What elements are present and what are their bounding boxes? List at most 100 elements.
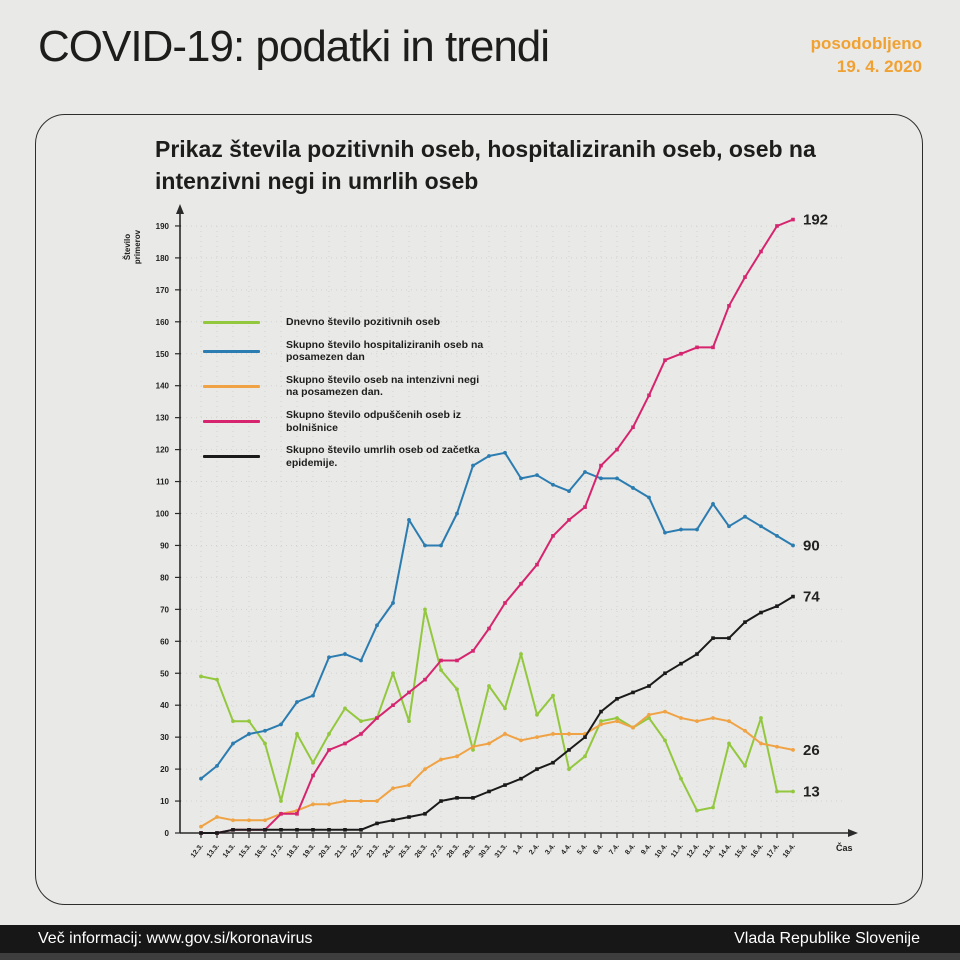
series-marker-discharged [759,249,763,254]
series-marker-icu [407,783,411,787]
series-marker-icu [375,799,379,803]
series-marker-deaths [455,796,459,800]
series-marker-hospitalized [615,476,619,481]
y-tick-label: 130 [156,414,170,423]
series-marker-hospitalized [727,524,731,529]
series-marker-icu [439,757,443,762]
series-marker-hospitalized [647,495,651,500]
series-marker-deaths [743,620,747,624]
series-end-label-icu: 26 [803,742,820,759]
series-marker-icu [791,748,795,752]
updated-date: 19. 4. 2020 [836,56,922,76]
series-marker-deaths [279,828,283,832]
x-tick-label: 18.4. [782,843,797,860]
series-marker-hospitalized [199,776,203,781]
series-marker-icu [343,799,347,803]
series-marker-icu [599,722,603,727]
series-marker-icu [359,799,363,803]
series-marker-deaths [663,671,667,676]
series-marker-deaths [231,828,235,832]
series-marker-deaths [247,828,251,832]
series-marker-discharged [615,447,619,452]
series-marker-hospitalized [215,764,219,768]
series-marker-deaths [439,799,443,803]
series-marker-icu [567,732,571,736]
y-tick-label: 180 [156,254,170,263]
series-marker-daily-positive [199,674,203,679]
series-marker-deaths [423,812,427,816]
series-marker-deaths [503,783,507,787]
series-marker-discharged [551,534,555,538]
x-tick-label: 11.4. [670,843,685,859]
y-tick-label: 170 [156,286,170,295]
updated-label: posodobljeno [810,34,922,53]
series-marker-icu [695,719,699,724]
series-marker-discharged [391,703,395,707]
series-marker-discharged [583,505,587,509]
series-marker-icu [199,824,203,829]
series-end-label-hospitalized: 90 [803,537,820,554]
series-marker-daily-positive [343,706,347,711]
series-marker-daily-positive [775,789,779,794]
series-marker-discharged [359,732,363,736]
x-tick-label: 14.4. [718,843,733,860]
legend-item-daily-positive: Dnevno število pozitivnih oseb [203,316,486,329]
series-marker-hospitalized [359,658,363,663]
series-marker-discharged [295,812,299,816]
series-marker-daily-positive [231,719,235,724]
series-marker-deaths [343,828,347,832]
x-tick-label: 15.3. [238,843,253,860]
series-marker-deaths [551,760,555,765]
x-tick-label: 19.3. [302,843,317,860]
series-marker-hospitalized [583,470,587,474]
series-marker-deaths [375,821,379,826]
series-marker-deaths [519,776,523,781]
series-marker-deaths [487,789,491,794]
legend-label-discharged: Skupno število odpuščenih oseb iz bolniš… [286,408,462,434]
series-marker-hospitalized [407,517,411,522]
y-tick-label: 90 [160,541,169,550]
series-marker-hospitalized [711,502,715,506]
x-tick-label: 14.3. [222,843,237,860]
x-tick-label: 21.3. [334,843,349,860]
series-marker-hospitalized [327,655,331,660]
y-tick-label: 40 [160,701,169,710]
series-marker-icu [743,728,747,733]
x-tick-label: 24.3. [382,843,397,860]
series-marker-hospitalized [503,450,507,455]
series-marker-icu [311,802,315,807]
x-tick-label: 12.4. [686,843,701,860]
series-marker-daily-positive [679,776,683,781]
series-marker-deaths [471,796,475,800]
x-tick-label: 30.3. [478,843,493,860]
series-marker-icu [471,744,475,749]
series-marker-hospitalized [631,486,635,490]
series-marker-hospitalized [535,473,539,478]
series-marker-icu [551,732,555,736]
series-marker-daily-positive [599,719,603,724]
series-end-label-discharged: 192 [803,212,828,229]
series-marker-icu [519,738,523,743]
x-tick-label: 18.3. [286,843,301,860]
series-marker-daily-positive [487,684,491,688]
legend-item-icu: Skupno število oseb na intenzivni negi n… [203,374,486,399]
page-footer: Več informacij: www.gov.si/koronavirus V… [0,925,960,960]
page-title: COVID-19: podatki in trendi [38,22,550,71]
series-marker-deaths [647,684,651,688]
page-header: COVID-19: podatki in trendi posodobljeno… [0,0,960,110]
series-marker-icu [455,754,459,759]
x-tick-label: 17.4. [766,843,781,860]
x-tick-label: 13.4. [702,843,717,860]
series-marker-daily-positive [711,805,715,810]
series-marker-daily-positive [615,716,619,720]
series-marker-hospitalized [743,514,747,519]
series-marker-daily-positive [327,732,331,736]
series-marker-discharged [343,741,347,746]
y-axis-title: primerov [133,229,142,264]
series-marker-icu [647,712,651,717]
series-marker-discharged [631,425,635,430]
y-tick-label: 30 [160,733,169,742]
chart-panel [35,114,923,905]
legend-swatch-deaths [203,455,260,459]
series-marker-icu [247,818,251,823]
